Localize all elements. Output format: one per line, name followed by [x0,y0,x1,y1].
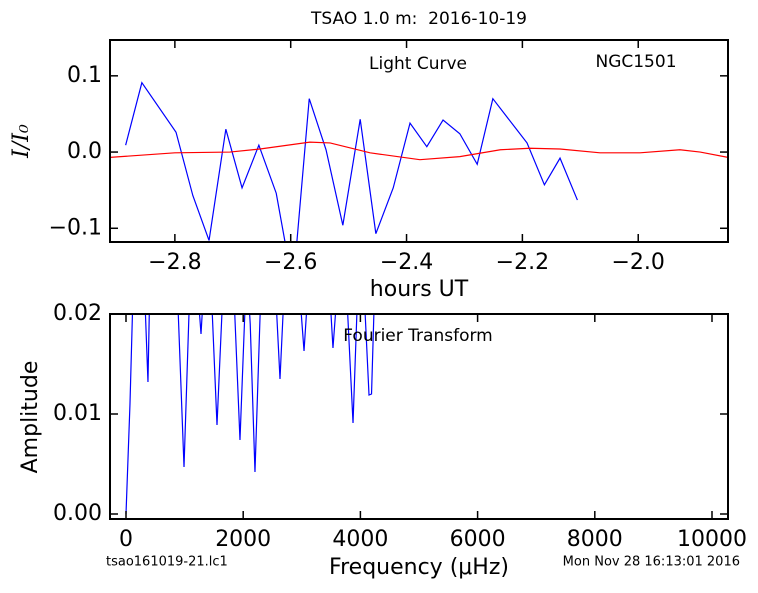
x-tick-label: 4000 [332,527,388,552]
plot-area [110,81,728,242]
data-line [125,81,578,242]
x-tick-label: −2.2 [496,250,549,275]
y-tick-label: 0.00 [53,501,102,526]
y-tick-label: −0.1 [49,215,102,240]
x-tick-label: −2.4 [380,250,433,275]
x-tick-label: 2000 [215,527,271,552]
x-tick-label: −2.6 [264,250,317,275]
data-line [110,141,728,161]
axes-frame [109,313,729,520]
x-tick-label: 10000 [677,527,747,552]
y-tick-label: 0.1 [67,63,102,88]
x-tick-label: −2.0 [612,250,665,275]
x-tick-label: 8000 [567,527,623,552]
annotation: Fourier Transform [343,326,492,346]
x-tick-label: 0 [119,527,133,552]
x-axis-label: hours UT [370,277,469,302]
y-tick-label: 0.02 [53,301,102,326]
axes-frame [109,39,729,243]
figure-title: TSAO 1.0 m: 2016-10-19 [310,9,527,29]
timestamp: Mon Nov 28 16:13:01 2016 [563,555,740,570]
x-tick-label: 6000 [450,527,506,552]
y-tick-label: 0.01 [53,401,102,426]
y-axis-label: I/I₀ [9,124,34,159]
annotation: NGC1501 [595,52,676,72]
file-name: tsao161019-21.lc1 [106,555,228,570]
x-axis-label: Frequency (μHz) [329,555,509,580]
x-tick-label: −2.8 [148,250,201,275]
y-tick-label: 0.0 [67,139,102,164]
annotation: Light Curve [369,54,467,74]
y-axis-label: Amplitude [18,361,43,474]
